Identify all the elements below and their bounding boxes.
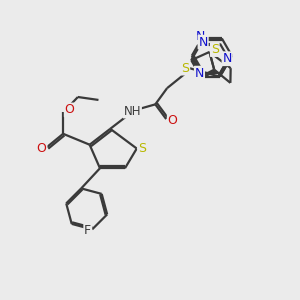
Text: N: N xyxy=(223,52,232,65)
Text: O: O xyxy=(37,142,46,155)
Text: NH: NH xyxy=(124,105,141,118)
Text: N: N xyxy=(196,31,205,44)
Text: S: S xyxy=(211,43,219,56)
Text: N: N xyxy=(199,36,208,49)
Text: N: N xyxy=(195,67,204,80)
Text: O: O xyxy=(168,114,178,127)
Text: S: S xyxy=(138,142,146,155)
Text: O: O xyxy=(65,103,75,116)
Text: S: S xyxy=(181,61,189,75)
Text: F: F xyxy=(84,224,91,237)
